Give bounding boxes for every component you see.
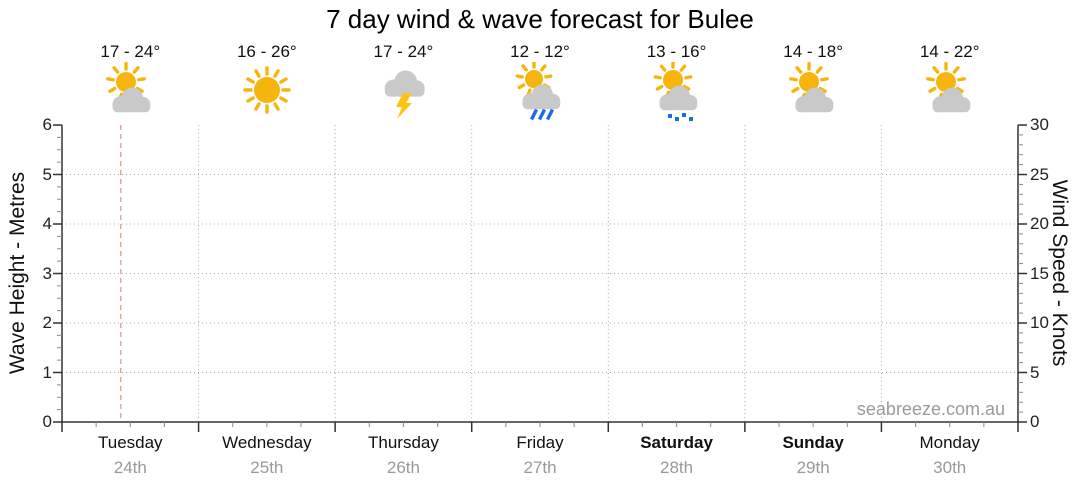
- wind-speed-tick-label: 25: [1030, 164, 1049, 184]
- wave-height-tick-label: 2: [42, 313, 52, 332]
- wind-speed-tick-label: 10: [1030, 313, 1049, 332]
- wave-height-tick-label: 5: [42, 164, 52, 184]
- wind-speed-tick-label: 20: [1030, 214, 1049, 233]
- day-name-label: Wednesday: [222, 433, 312, 452]
- watermark: seabreeze.com.au: [856, 399, 1005, 419]
- wind-speed-tick-label: 5: [1030, 362, 1040, 382]
- wave-height-tick-label: 1: [42, 362, 52, 382]
- wave-height-tick-label: 0: [42, 412, 52, 431]
- sun-icon: [237, 62, 297, 122]
- temperature-range: 14 - 18°: [783, 42, 843, 61]
- day-date-label: 27th: [523, 458, 557, 477]
- day-date-label: 29th: [796, 458, 830, 477]
- day-name-label: Monday: [919, 433, 980, 452]
- day-name-label: Sunday: [782, 433, 844, 452]
- temperature-range: 16 - 26°: [236, 42, 297, 61]
- sun-behind-cloud-icon: [783, 61, 843, 122]
- wave-height-tick-label: 3: [42, 263, 52, 283]
- wind-speed-tick-label: 30: [1030, 115, 1049, 134]
- drizzle-icon: [647, 60, 707, 122]
- temperature-range: 13 - 16°: [646, 42, 707, 61]
- day-date-label: 25th: [250, 458, 284, 477]
- wind-speed-tick-label: 15: [1030, 263, 1049, 283]
- wave-height-tick-label: 6: [42, 115, 52, 134]
- day-name-label: Thursday: [367, 433, 439, 452]
- day-date-label: 28th: [660, 458, 694, 477]
- wind-speed-tick-label: 0: [1030, 412, 1040, 431]
- day-name-label: Friday: [516, 433, 564, 452]
- temperature-range: 17 - 24°: [100, 42, 161, 61]
- temperature-range: 12 - 12°: [510, 42, 570, 61]
- day-date-label: 24th: [113, 458, 147, 477]
- thunderstorm-icon: [373, 62, 433, 122]
- temperature-range: 17 - 24°: [373, 42, 434, 61]
- day-name-label: Saturday: [640, 433, 713, 452]
- chart-title: 7 day wind & wave forecast for Bulee: [326, 4, 754, 34]
- sun-behind-cloud-icon: [100, 61, 160, 122]
- rain-showers-icon: [510, 60, 570, 122]
- temperature-range: 14 - 22°: [919, 42, 980, 61]
- day-date-label: 26th: [386, 458, 420, 477]
- day-date-label: 30th: [933, 458, 967, 477]
- wave-height-tick-label: 4: [42, 214, 52, 233]
- day-name-label: Tuesday: [97, 433, 163, 452]
- sun-behind-cloud-icon: [920, 61, 980, 122]
